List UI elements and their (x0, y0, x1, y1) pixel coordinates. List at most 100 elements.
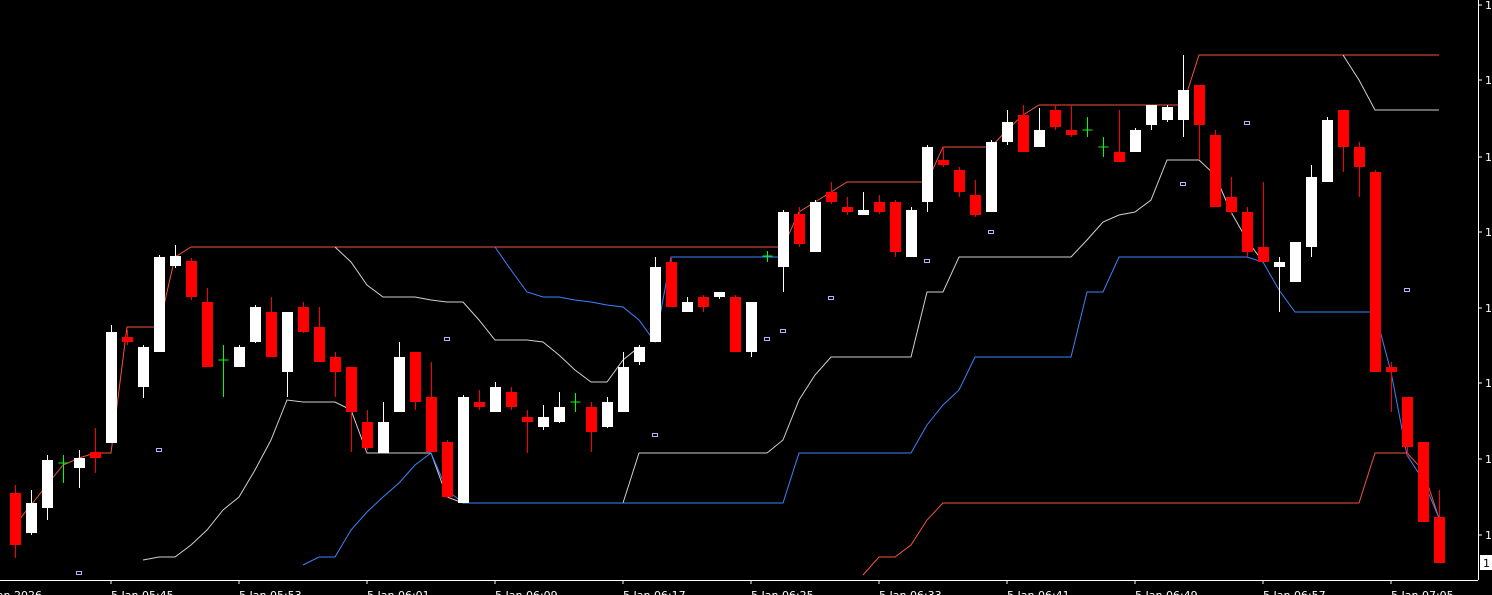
signal-marker (76, 571, 82, 575)
signal-marker (1244, 121, 1250, 125)
candle-body (346, 367, 357, 412)
candle-body (170, 256, 181, 266)
candle-body (970, 195, 981, 215)
candle-body (1306, 177, 1317, 247)
x-tick-label: 5 Jan 06:49 (1135, 589, 1198, 595)
candle-body (1130, 130, 1141, 152)
candle-body (538, 417, 549, 427)
candle-body (1386, 367, 1397, 372)
candle-body (330, 357, 341, 372)
candle-body (1146, 105, 1157, 125)
candle-body (314, 327, 325, 362)
y-tick-label: 1 (1485, 302, 1492, 315)
candle-body (602, 402, 613, 427)
price-tag-label: 1 (1483, 557, 1490, 570)
candle-body (74, 458, 85, 468)
candle-body (42, 460, 53, 508)
candle-body (410, 352, 421, 402)
signal-marker (988, 230, 994, 234)
candle-body (554, 407, 565, 422)
signal-marker (652, 433, 658, 437)
candle-body (442, 442, 453, 497)
candle-body (1178, 90, 1189, 120)
x-tick-label: 5 Jan 06:09 (495, 589, 558, 595)
candle-body (698, 297, 709, 307)
candle-body (1418, 442, 1429, 522)
candle-body (650, 267, 661, 342)
indicator-line (494, 246, 783, 344)
candle-body (474, 402, 485, 407)
x-tick-label: 5 Jan 06:17 (623, 589, 686, 595)
candle-body (378, 422, 389, 453)
candle-body (794, 214, 805, 244)
indicator-line (14, 54, 1439, 526)
candle-body (522, 417, 533, 422)
candle-body (458, 397, 469, 503)
candle-body (1338, 110, 1349, 147)
candle-body (810, 202, 821, 252)
candle-body (250, 307, 261, 342)
x-tick-label: 5 Jan 2026 (0, 589, 42, 595)
candle-body (1050, 110, 1061, 127)
indicator-line (1342, 54, 1439, 111)
candle-body (586, 407, 597, 432)
signal-marker (1180, 182, 1186, 186)
candle-body (26, 503, 37, 533)
candle-body (634, 347, 645, 362)
x-tick-label: 5 Jan 06:25 (751, 589, 814, 595)
candle-body (714, 292, 725, 297)
signal-marker (1404, 288, 1410, 292)
price-tag-box (1480, 555, 1492, 570)
candle-body (618, 367, 629, 412)
candle-body (426, 397, 437, 452)
signal-marker (780, 329, 786, 333)
candle-body (1434, 517, 1445, 563)
candle-body (282, 312, 293, 372)
candle-body (986, 142, 997, 212)
x-tick-label: 5 Jan 06:01 (367, 589, 430, 595)
candle-body (778, 212, 789, 267)
candle-body (1258, 247, 1269, 262)
candle-body (1018, 115, 1029, 152)
candle-body (362, 422, 373, 448)
candle-body (506, 392, 517, 407)
candle-body (890, 202, 901, 252)
candle-body (186, 261, 197, 297)
candle-body (858, 210, 869, 215)
y-tick-label: 1 (1485, 529, 1492, 542)
candle-body (666, 262, 677, 307)
candle-body (10, 493, 21, 545)
candle-body (202, 302, 213, 367)
candle-body (1370, 172, 1381, 372)
candle-body (1066, 130, 1077, 135)
signal-marker (764, 337, 770, 341)
signal-marker (828, 296, 834, 300)
candle-body (266, 312, 277, 357)
candle-body (730, 297, 741, 352)
candle-body (842, 207, 853, 212)
candle-body (1162, 107, 1173, 120)
candle-body (922, 147, 933, 202)
candle-body (1322, 120, 1333, 182)
signal-marker (156, 448, 162, 452)
candle-body (1114, 152, 1125, 162)
x-tick-label: 5 Jan 06:57 (1263, 589, 1326, 595)
candle-body (1210, 135, 1221, 207)
candle-body (106, 332, 117, 443)
candle-body (1274, 262, 1285, 267)
x-tick-label: 5 Jan 05:53 (239, 589, 302, 595)
candle-body (490, 387, 501, 412)
y-tick-label: 1 (1485, 0, 1492, 12)
candle-body (154, 257, 165, 352)
y-tick-label: 1 (1485, 74, 1492, 87)
candle-body (1194, 85, 1205, 125)
y-tick-label: 1 (1485, 151, 1492, 164)
candle-body (906, 210, 917, 257)
candle-body (1354, 147, 1365, 167)
candle-body (138, 347, 149, 387)
signal-marker (924, 259, 930, 263)
candle-body (394, 357, 405, 412)
candle-body (1002, 122, 1013, 142)
indicator-line (334, 246, 640, 383)
